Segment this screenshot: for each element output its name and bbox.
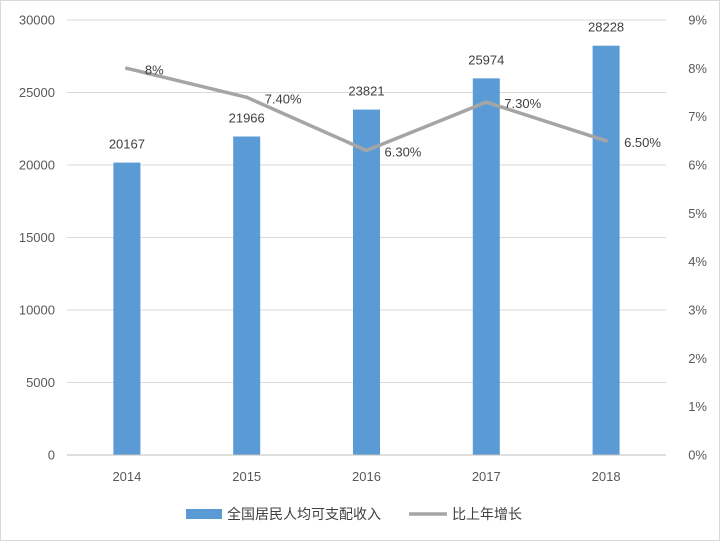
y-right-tick-label: 2% [688, 351, 707, 366]
line-value-label: 7.30% [504, 96, 541, 111]
line-value-label: 8% [145, 62, 164, 77]
y-left-tick-label: 0 [48, 448, 55, 463]
y-right-tick-label: 4% [688, 254, 707, 269]
x-tick-label: 2016 [352, 469, 381, 484]
bar [113, 162, 141, 456]
x-tick-label: 2015 [232, 469, 261, 484]
bar-value-label: 21966 [229, 110, 265, 125]
line-series [125, 66, 608, 153]
line-point [244, 95, 249, 100]
x-tick-label: 2014 [112, 469, 141, 484]
y-left-tick-label: 25000 [19, 85, 55, 100]
y-right-tick-label: 1% [688, 399, 707, 414]
bar-series [113, 45, 620, 456]
y-right-tick-label: 9% [688, 13, 707, 28]
line-point [364, 148, 369, 153]
axes: 0 5000 10000 15000 20000 25000 30000 0% 1% 2% 3% 4%… [19, 13, 708, 485]
line-point [125, 66, 129, 71]
y-right-tick-label: 7% [688, 109, 707, 124]
bar [353, 109, 380, 456]
y-left-tick-label: 30000 [19, 13, 55, 28]
legend-swatch-bar [186, 509, 222, 519]
bar-value-label: 23821 [348, 84, 384, 99]
y-left-tick-label: 5000 [26, 375, 55, 390]
line-value-label: 7.40% [265, 91, 302, 106]
bar-value-label: 28228 [588, 20, 624, 35]
y-right-tick-label: 3% [688, 303, 707, 318]
legend-label-growth: 比上年增长 [452, 506, 522, 522]
y-left-tick-label: 20000 [19, 158, 55, 173]
data-labels: 20167 21966 23821 25974 28228 8% 7.40% 6.30% 7.3… [109, 20, 662, 160]
bar-value-label: 25974 [468, 52, 504, 67]
line-value-label: 6.50% [624, 135, 661, 150]
legend: 全国居民人均可支配收入 比上年增长 [186, 506, 522, 522]
y-left-tick-label: 15000 [19, 230, 55, 245]
bar-value-label: 20167 [109, 137, 145, 152]
x-tick-label: 2017 [472, 469, 501, 484]
legend-label-income: 全国居民人均可支配收入 [227, 506, 381, 522]
line-point [484, 100, 489, 104]
line-point [604, 139, 608, 143]
y-right-tick-label: 0% [688, 448, 707, 463]
y-right-tick-label: 8% [688, 61, 707, 76]
bar [592, 45, 620, 455]
y-right-tick-label: 6% [688, 158, 707, 173]
line-value-label: 6.30% [385, 145, 422, 160]
bar [472, 78, 500, 455]
y-right-tick-label: 5% [688, 206, 707, 221]
bar [233, 136, 261, 456]
y-left-tick-label: 10000 [19, 303, 55, 318]
x-tick-label: 2018 [592, 469, 621, 484]
